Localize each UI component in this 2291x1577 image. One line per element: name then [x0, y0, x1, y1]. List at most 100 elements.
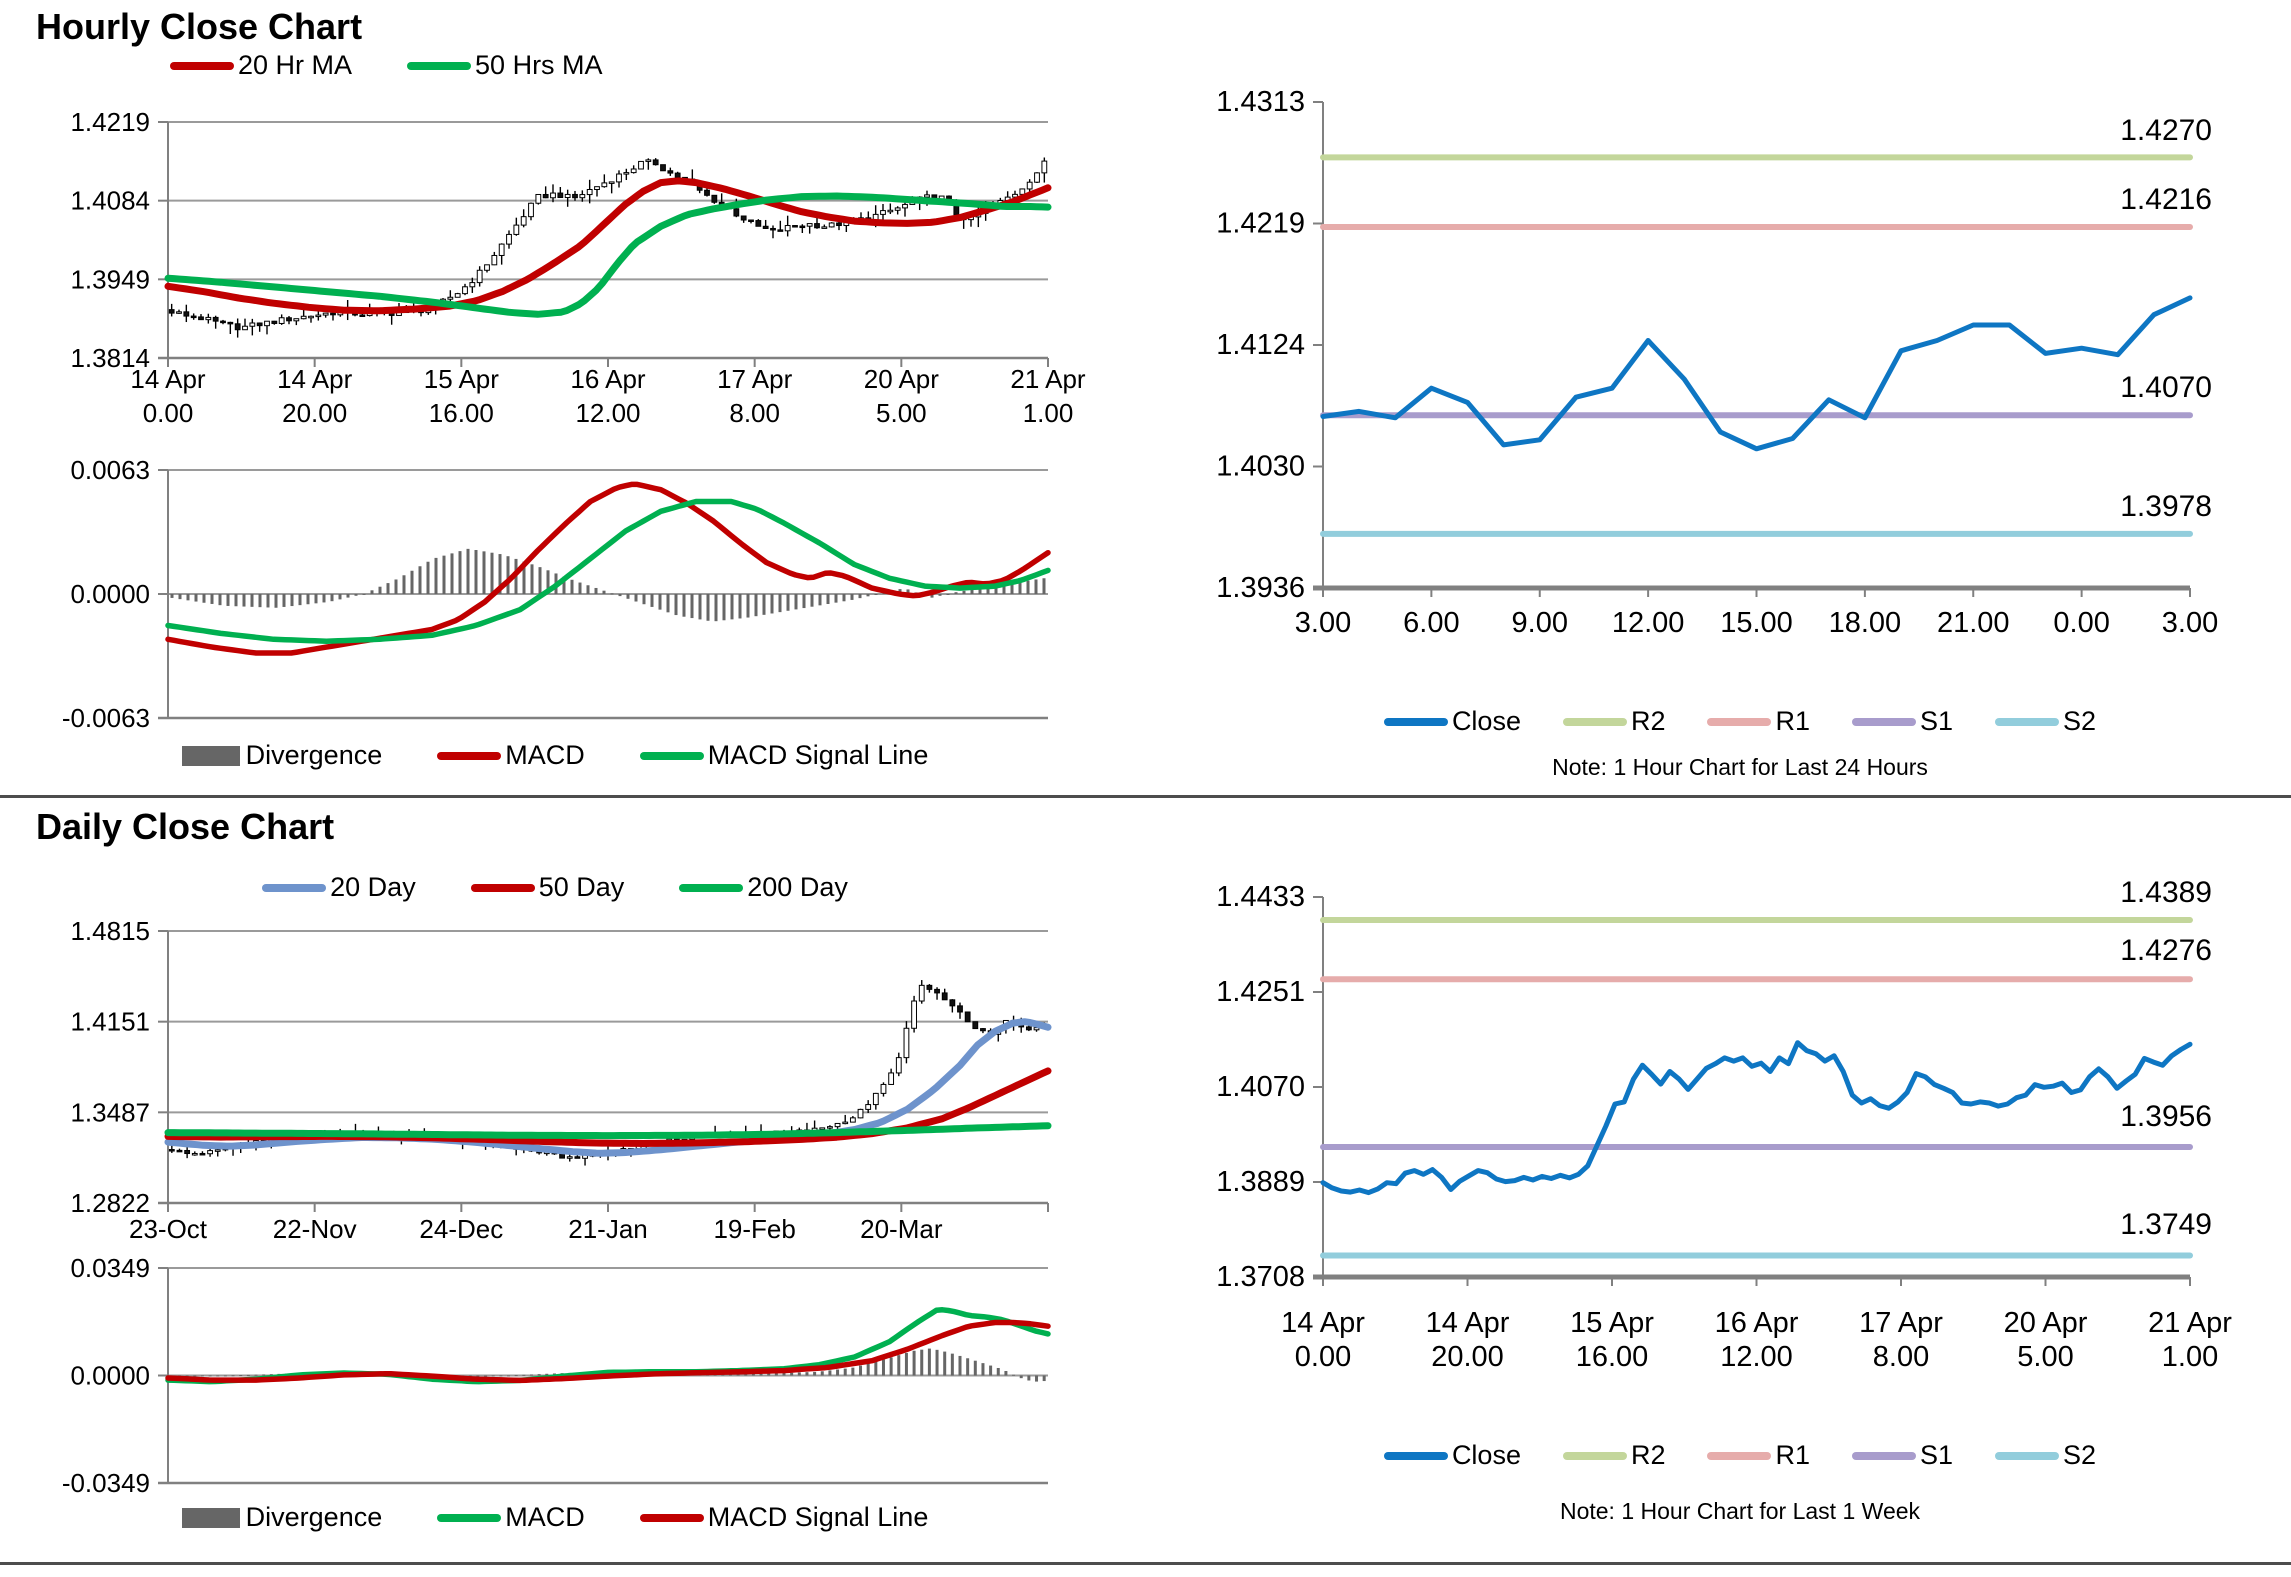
- svg-text:6.00: 6.00: [1403, 607, 1459, 639]
- red-line-swatch: [170, 61, 234, 70]
- svg-text:16.00: 16.00: [1576, 1341, 1649, 1373]
- svg-text:8.00: 8.00: [729, 398, 780, 428]
- svg-text:1.3936: 1.3936: [1216, 572, 1305, 604]
- svg-text:1.4030: 1.4030: [1216, 451, 1305, 483]
- s1-line-swatch: [1852, 717, 1916, 726]
- svg-text:1.4313: 1.4313: [1216, 86, 1305, 118]
- bottom-divider: [0, 1562, 2291, 1565]
- legend-label: 50 Hrs MA: [475, 50, 603, 80]
- weekly-pivot-note: Note: 1 Hour Chart for Last 1 Week: [1559, 1498, 1921, 1524]
- legend-label: R2: [1630, 706, 1666, 736]
- legend-label: R2: [1630, 1440, 1666, 1470]
- legend-label: S2: [2063, 1440, 2097, 1470]
- svg-text:0.0000: 0.0000: [70, 579, 150, 609]
- r1-line-swatch: [1707, 717, 1772, 726]
- green-line-swatch: [639, 751, 704, 760]
- legend-label: S1: [1920, 706, 1954, 736]
- svg-text:21 Apr: 21 Apr: [1010, 364, 1086, 394]
- legend-label: R1: [1775, 1440, 1810, 1470]
- hourly-ma-legend: 20 Hr MA 50 Hrs MA: [170, 50, 603, 81]
- legend-label: Divergence: [245, 1502, 383, 1532]
- r1-line-swatch: [1707, 1451, 1772, 1460]
- hourly-section-title: Hourly Close Chart: [36, 6, 363, 47]
- green-line-swatch: [407, 61, 472, 70]
- svg-text:20 Apr: 20 Apr: [864, 364, 940, 394]
- legend-item-s2: S2: [1995, 1440, 2096, 1471]
- svg-text:15 Apr: 15 Apr: [1570, 1307, 1654, 1339]
- svg-text:5.00: 5.00: [876, 398, 927, 428]
- svg-text:20.00: 20.00: [1431, 1341, 1504, 1373]
- svg-text:15.00: 15.00: [1720, 607, 1793, 639]
- level-label-r1: 1.4216: [2120, 183, 2212, 216]
- hourly-pivot-legend: Close R2 R1 S1 S2: [1190, 706, 2290, 737]
- s2-line-swatch: [1995, 1451, 2060, 1460]
- s1-line-swatch: [1852, 1451, 1916, 1460]
- legend-item-s1: S1: [1852, 1440, 1953, 1471]
- svg-text:0.0063: 0.0063: [70, 455, 150, 485]
- legend-item-close: Close: [1383, 706, 1521, 737]
- svg-text:8.00: 8.00: [1873, 1341, 1929, 1373]
- svg-text:0.0349: 0.0349: [70, 1253, 150, 1283]
- svg-text:17 Apr: 17 Apr: [717, 364, 793, 394]
- svg-text:3.00: 3.00: [2162, 607, 2218, 639]
- legend-label: 20 Hr MA: [238, 50, 353, 80]
- daily-macd-chart: 0.0349 0.0000 -0.0349: [62, 1253, 1051, 1498]
- legend-item-r1: R1: [1707, 1440, 1810, 1471]
- legend-item-macd: MACD: [437, 740, 585, 771]
- svg-text:1.4219: 1.4219: [1216, 208, 1305, 240]
- legend-label: Divergence: [245, 740, 383, 770]
- legend-item-r1: R1: [1707, 706, 1810, 737]
- green-line-swatch: [437, 1513, 502, 1522]
- svg-text:16 Apr: 16 Apr: [570, 364, 646, 394]
- svg-text:22-Nov: 22-Nov: [273, 1214, 357, 1244]
- svg-text:1.4219: 1.4219: [70, 107, 150, 137]
- svg-text:-0.0063: -0.0063: [62, 703, 150, 733]
- legend-item-close: Close: [1383, 1440, 1521, 1471]
- daily-ma-legend: 20 Day 50 Day 200 Day: [40, 872, 1070, 903]
- legend-label: Close: [1451, 706, 1521, 736]
- r2-line-swatch: [1562, 1451, 1627, 1460]
- svg-text:12.00: 12.00: [1612, 607, 1685, 639]
- svg-text:3.00: 3.00: [1295, 607, 1351, 639]
- svg-text:-0.0349: -0.0349: [62, 1468, 150, 1498]
- svg-text:1.4084: 1.4084: [70, 186, 150, 216]
- legend-label: MACD: [505, 740, 585, 770]
- svg-text:0.00: 0.00: [2053, 607, 2109, 639]
- legend-item-s1: S1: [1852, 706, 1953, 737]
- legend-item-divergence: Divergence: [181, 1502, 383, 1533]
- svg-text:15 Apr: 15 Apr: [424, 364, 500, 394]
- level-label-s1: 1.3956: [2120, 1100, 2212, 1133]
- svg-text:20 Apr: 20 Apr: [2004, 1307, 2088, 1339]
- svg-text:19-Feb: 19-Feb: [713, 1214, 795, 1244]
- svg-text:1.2822: 1.2822: [70, 1188, 150, 1218]
- svg-text:16.00: 16.00: [429, 398, 494, 428]
- level-label-r2: 1.4389: [2120, 876, 2212, 909]
- svg-text:1.4433: 1.4433: [1216, 881, 1305, 913]
- level-label-r2: 1.4270: [2120, 114, 2212, 147]
- blue-line-swatch: [1383, 717, 1448, 726]
- blue-line-swatch: [1383, 1451, 1448, 1460]
- svg-text:1.3949: 1.3949: [70, 264, 150, 294]
- svg-text:1.3487: 1.3487: [70, 1097, 150, 1127]
- red-line-swatch: [437, 751, 502, 760]
- legend-item-macd-signal: MACD Signal Line: [639, 740, 928, 771]
- blue-line-swatch: [262, 883, 327, 892]
- hourly-pivot-note: Note: 1 Hour Chart for Last 24 Hours: [1552, 754, 1928, 780]
- legend-item-20day: 20 Day: [262, 872, 416, 903]
- svg-text:1.4151: 1.4151: [70, 1007, 150, 1037]
- svg-text:9.00: 9.00: [1512, 607, 1568, 639]
- daily-section-title: Daily Close Chart: [36, 806, 335, 847]
- svg-text:14 Apr: 14 Apr: [1281, 1307, 1365, 1339]
- svg-text:18.00: 18.00: [1829, 607, 1902, 639]
- svg-text:1.00: 1.00: [1023, 398, 1074, 428]
- divergence-bar-swatch: [181, 1507, 240, 1528]
- legend-item-200day: 200 Day: [679, 872, 848, 903]
- svg-text:17 Apr: 17 Apr: [1859, 1307, 1943, 1339]
- svg-text:21 Apr: 21 Apr: [2148, 1307, 2232, 1339]
- divergence-bar-swatch: [181, 745, 240, 766]
- svg-text:1.3814: 1.3814: [70, 343, 150, 373]
- legend-item-50hr-ma: 50 Hrs MA: [407, 50, 603, 81]
